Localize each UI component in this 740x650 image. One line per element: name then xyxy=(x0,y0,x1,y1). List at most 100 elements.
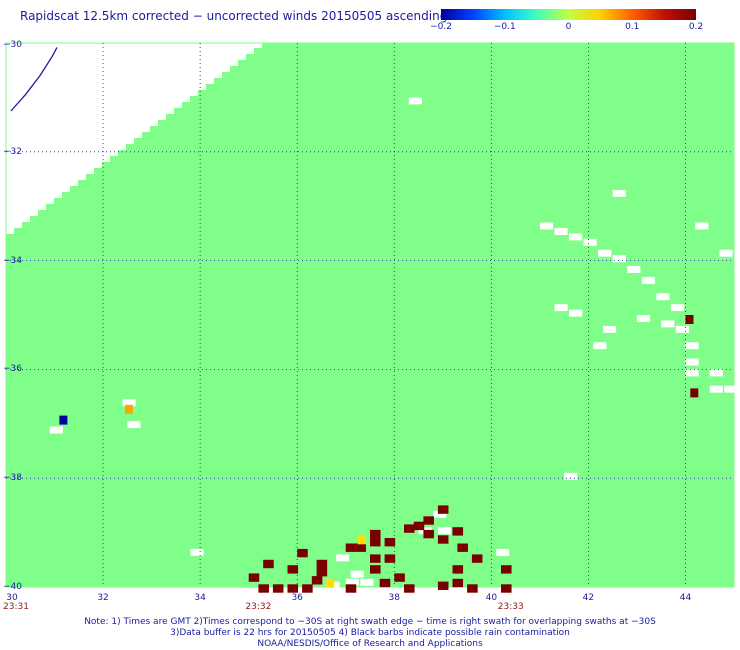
rain-cell xyxy=(302,584,313,593)
longitude-label: 36 xyxy=(291,593,303,603)
rain-cell xyxy=(263,559,274,569)
rain-cell xyxy=(423,529,434,539)
longitude-label: 30 xyxy=(6,593,18,603)
coastline xyxy=(10,47,58,112)
wind-difference-cell xyxy=(690,388,699,398)
rain-cell xyxy=(394,573,405,582)
swath-coverage xyxy=(6,43,734,587)
rain-cell xyxy=(452,527,464,536)
missing-data-cell xyxy=(719,249,733,257)
missing-data-cell xyxy=(49,426,63,434)
rain-cell xyxy=(258,584,269,593)
missing-data-cell xyxy=(122,399,136,407)
rain-cell xyxy=(384,538,396,547)
rain-cell xyxy=(457,543,468,552)
longitude-label: 38 xyxy=(388,593,400,603)
missing-data-cell xyxy=(685,358,699,366)
rain-contamination-cells xyxy=(248,505,512,593)
missing-data-cell xyxy=(709,369,723,377)
rain-cell xyxy=(370,554,381,563)
missing-data-cell xyxy=(709,385,723,393)
rain-cell xyxy=(297,548,308,558)
colorbar-tick-label: −0.1 xyxy=(493,22,516,32)
missing-data-cell xyxy=(569,233,583,241)
longitude-label: 32 xyxy=(97,593,109,603)
missing-data-cell xyxy=(612,189,626,197)
rain-cell xyxy=(437,535,449,544)
missing-data-cell xyxy=(554,228,568,235)
colorbar-tick-label: −0.2 xyxy=(430,22,452,32)
colorbar xyxy=(441,9,696,20)
time-label: 23:32 xyxy=(245,602,272,612)
missing-data-cell xyxy=(685,369,699,377)
rain-cell xyxy=(345,584,357,593)
longitude-label: 42 xyxy=(582,593,595,603)
rain-cell xyxy=(501,565,512,574)
latitude-label: −34 xyxy=(3,255,22,266)
latitude-label: −30 xyxy=(3,40,22,50)
rain-cell xyxy=(370,565,381,574)
colorbar-tick-label: 0.1 xyxy=(625,22,640,32)
longitude-label: 44 xyxy=(679,593,692,603)
missing-data-cell xyxy=(685,342,699,350)
rain-cell xyxy=(437,505,449,514)
footnote-line-1: Note: 1) Times are GMT 2)Times correspon… xyxy=(84,617,656,627)
time-label: 23:33 xyxy=(497,602,524,612)
missing-data-cell xyxy=(695,222,709,230)
latitude-label: −40 xyxy=(3,582,22,592)
rain-cell xyxy=(287,584,299,593)
missing-data-cell xyxy=(724,385,738,393)
longitude-label: 34 xyxy=(194,593,206,603)
wind-difference-cell xyxy=(326,578,335,588)
missing-data-cell xyxy=(496,548,510,556)
missing-data-cell xyxy=(127,421,141,429)
missing-data-cell xyxy=(661,320,675,328)
missing-data-cell xyxy=(612,255,626,263)
rain-cell xyxy=(370,538,381,547)
map-title: Rapidscat 12.5km corrected − uncorrected… xyxy=(20,9,448,23)
rain-cell xyxy=(384,554,396,563)
rain-cell xyxy=(471,554,483,563)
rain-cell xyxy=(272,584,284,593)
missing-data-cell xyxy=(539,222,554,230)
time-label: 23:31 xyxy=(3,602,29,612)
rain-cell xyxy=(316,559,328,569)
missing-data-cell xyxy=(675,325,689,333)
missing-data-cell xyxy=(593,342,607,350)
missing-data-cell xyxy=(627,266,641,273)
missing-data-cell xyxy=(437,527,452,535)
footnote-credit: NOAA/NESDIS/Office of Research and Appli… xyxy=(257,639,483,649)
missing-data-cell xyxy=(670,304,685,312)
missing-data-cell xyxy=(554,304,568,312)
rain-cell xyxy=(316,568,328,577)
rain-cell xyxy=(248,573,260,582)
rain-cell xyxy=(287,565,299,574)
missing-data-cell xyxy=(603,325,617,333)
missing-data-cell xyxy=(641,276,655,284)
rain-cell xyxy=(345,543,357,552)
footnote-line-2: 3)Data buffer is 22 hrs for 20150505 4) … xyxy=(170,628,570,638)
missing-data-cell xyxy=(636,315,651,322)
missing-data-cell xyxy=(564,472,578,480)
longitude-label: 40 xyxy=(485,593,498,603)
wind-difference-cell xyxy=(357,535,366,545)
latitude-label: −38 xyxy=(3,473,22,484)
missing-data-cell xyxy=(433,510,447,518)
missing-data-cell xyxy=(408,97,422,105)
rain-cell xyxy=(437,581,449,590)
colorbar-tick-label: 0.2 xyxy=(688,22,704,32)
missing-data-cell xyxy=(336,554,350,562)
rain-cell xyxy=(467,584,478,593)
missing-data-cell xyxy=(656,293,670,301)
lat-lon-gridlines xyxy=(6,43,734,587)
missing-data-cell xyxy=(598,249,612,257)
rain-cell xyxy=(404,584,415,593)
missing-data-cell xyxy=(583,238,597,246)
wind-difference-cell xyxy=(59,415,68,425)
rain-cell xyxy=(379,578,391,588)
wind-difference-cells xyxy=(59,315,699,588)
rain-cell xyxy=(452,565,464,574)
rain-cell xyxy=(311,576,323,585)
missing-data-cell xyxy=(569,309,583,317)
